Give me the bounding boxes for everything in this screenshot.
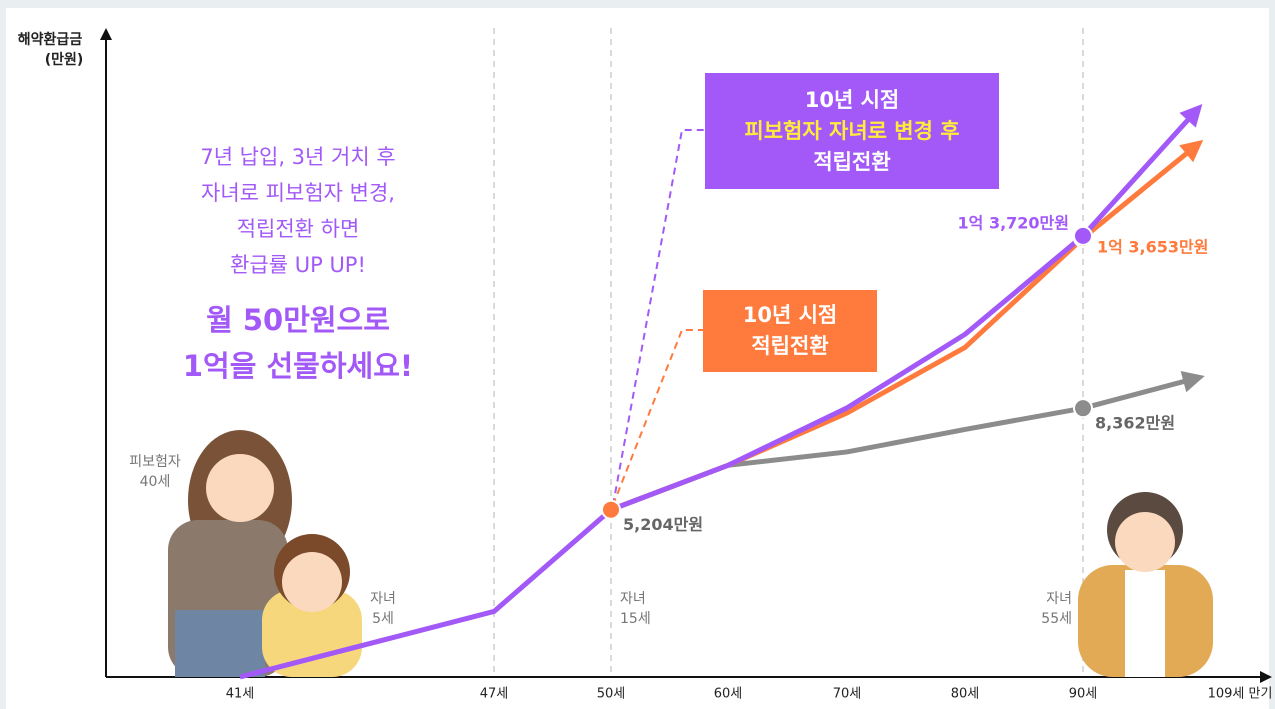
- message-line: 7년 납입, 3년 거치 후: [200, 145, 395, 169]
- message-line: 적립전환 하면: [237, 217, 360, 241]
- callout-text: 10년 시점: [805, 88, 900, 112]
- age-label: 자녀: [1046, 591, 1072, 607]
- value-label: 8,362만원: [1095, 414, 1175, 433]
- value-label: 1억 3,720만원: [958, 213, 1069, 232]
- headline: 1억을 선물하세요!: [183, 349, 413, 383]
- page: 해약환급금 (만원) 10년 시점 피보험자 자녀로 변경 후 적립전환 10년…: [0, 0, 1275, 709]
- callout-text: 10년 시점: [743, 303, 838, 327]
- x-tick-label: 50세: [597, 687, 626, 702]
- message-line: 환급률 UP UP!: [230, 253, 366, 277]
- x-tick-label: 80세: [951, 687, 980, 702]
- age-label: 피보험자: [129, 454, 181, 470]
- age-label: 55세: [1041, 611, 1072, 627]
- message-line: 자녀로 피보험자 변경,: [201, 181, 395, 205]
- x-tick-label: 60세: [714, 687, 743, 702]
- x-tick-label: 47세: [480, 687, 509, 702]
- age-label: 15세: [620, 611, 651, 627]
- y-axis-label: (만원): [45, 52, 84, 68]
- point-marker: [1074, 399, 1092, 417]
- callout-text: 적립전환: [751, 334, 828, 358]
- headline: 월 50만원으로: [206, 303, 390, 337]
- age-label: 자녀: [620, 591, 646, 607]
- callout-text: 적립전환: [813, 150, 890, 174]
- callout-text: 피보험자 자녀로 변경 후: [744, 119, 959, 143]
- x-tick-label: 70세: [833, 687, 862, 702]
- point-marker: [1074, 227, 1092, 245]
- x-tick-label: 90세: [1069, 687, 1098, 702]
- age-label: 5세: [372, 611, 394, 627]
- x-tick-label: 41세: [226, 687, 255, 702]
- value-label: 1억 3,653만원: [1097, 238, 1208, 257]
- x-tick-label: 109세 만기: [1208, 687, 1273, 702]
- value-label: 5,204만원: [623, 515, 703, 534]
- y-axis-label: 해약환급금: [18, 31, 83, 48]
- chart: 해약환급금 (만원) 10년 시점 피보험자 자녀로 변경 후 적립전환 10년…: [0, 0, 1275, 709]
- age-label: 자녀: [370, 591, 396, 607]
- point-marker: [602, 501, 620, 519]
- age-label: 40세: [140, 474, 171, 490]
